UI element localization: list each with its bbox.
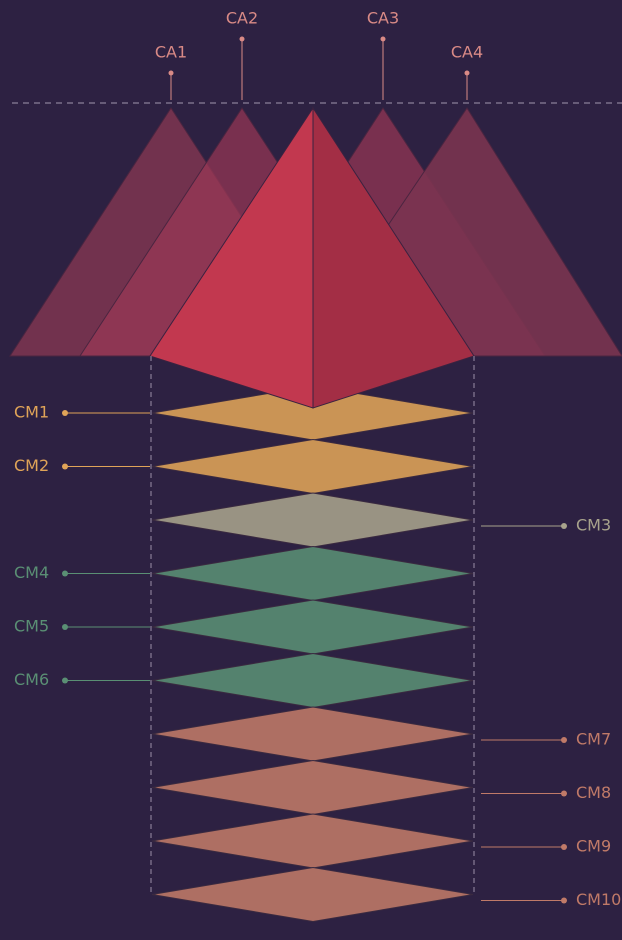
ca-label: CA4 [451,43,483,62]
label-dot [62,624,68,630]
layer [151,545,474,602]
label-dot [62,410,68,416]
label-dot [62,463,68,470]
layer [151,706,474,762]
label-dot [239,36,245,42]
cm-label: CM3 [576,516,611,535]
pyramid [149,106,475,409]
label-dot [561,897,567,904]
cm-label: CM7 [576,730,611,749]
label-dot [561,844,567,850]
layers [151,385,474,923]
cm-label: CM8 [576,783,611,802]
layer [151,866,474,923]
ca-label: CA2 [226,9,258,28]
pyramid-right-face [312,106,475,409]
label-dot [380,36,386,42]
cm-label: CM9 [576,837,611,856]
cm-label: CM5 [14,617,49,636]
label-dot [561,737,567,743]
label-dot [62,570,68,577]
label-dot [464,70,470,76]
label-dot [168,70,174,76]
cm-label: CM1 [14,403,49,422]
layer [151,599,474,655]
label-dot [561,523,567,529]
layer [151,385,474,441]
ca-label: CA3 [367,9,399,28]
cm-label: CM6 [14,670,49,689]
label-dot [62,677,68,684]
ca-label: CA1 [155,43,187,62]
layer [151,759,474,816]
layer [151,813,474,869]
labels: CA1 CA2 CA3 CA4 CM1 CM2 CM3 CM4 CM5 CM6 CM7 CM8 CM9 C… [14,9,621,910]
cm-label: CM10 [576,890,621,909]
layer [151,652,474,709]
label-dot [561,790,567,797]
layer [151,492,474,548]
cm-label: CM2 [14,456,49,475]
cm-label: CM4 [14,563,49,582]
layer [151,438,474,495]
